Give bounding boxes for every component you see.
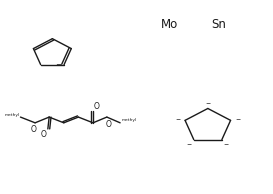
Text: O: O [31, 126, 36, 134]
Text: −: − [205, 101, 210, 106]
Text: −: − [55, 60, 61, 69]
Text: O: O [94, 102, 99, 111]
Text: Mo: Mo [161, 18, 178, 31]
Text: −: − [187, 141, 192, 146]
Text: methyl: methyl [4, 113, 19, 117]
Text: methyl: methyl [121, 118, 136, 122]
Text: O: O [105, 120, 111, 129]
Text: O: O [41, 130, 47, 139]
Text: −: − [235, 116, 240, 121]
Text: −: − [175, 116, 181, 121]
Text: Sn: Sn [211, 18, 226, 31]
Text: −: − [224, 141, 229, 146]
